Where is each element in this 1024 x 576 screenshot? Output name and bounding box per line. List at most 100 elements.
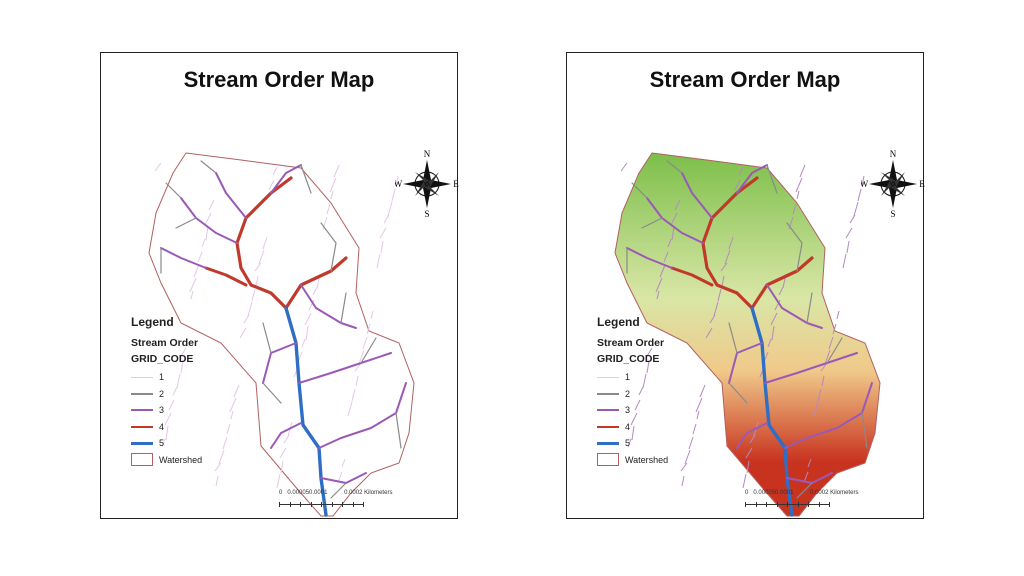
stream-order-1 bbox=[832, 323, 837, 335]
north-arrow-compass-icon: N S E W bbox=[860, 148, 926, 223]
stream-order-1 bbox=[254, 262, 262, 272]
stream-order-1 bbox=[836, 310, 840, 320]
stream-order-2 bbox=[728, 322, 738, 354]
legend-item: 2 bbox=[597, 386, 668, 403]
stream-order-2 bbox=[766, 164, 778, 194]
stream-order-1 bbox=[845, 227, 853, 239]
stream-order-1 bbox=[376, 253, 381, 269]
legend-label: 5 bbox=[159, 438, 165, 449]
stream-order-1 bbox=[164, 412, 172, 426]
compass-w: W bbox=[861, 179, 869, 189]
stream-order-1 bbox=[630, 412, 638, 426]
stream-order-1 bbox=[379, 227, 387, 239]
stream-order-1 bbox=[699, 384, 706, 398]
legend-title: Legend bbox=[131, 315, 174, 329]
watershed-map bbox=[148, 152, 415, 517]
stream-order-1 bbox=[358, 349, 365, 365]
compass-n: N bbox=[890, 149, 897, 159]
legend-label: 2 bbox=[159, 388, 165, 399]
stream-order-1 bbox=[655, 277, 663, 293]
legend-item: 5 bbox=[597, 435, 668, 452]
stream-order-1 bbox=[165, 425, 169, 441]
stream-order-1 bbox=[671, 225, 675, 241]
stream-order-1 bbox=[680, 462, 688, 472]
map-panel-plain: Stream Order Map N S E W Legend Stream O… bbox=[100, 52, 460, 519]
stream-order-1 bbox=[688, 436, 694, 450]
stream-order-1 bbox=[774, 299, 781, 311]
stream-order-1 bbox=[330, 190, 334, 200]
stream-order-2 bbox=[806, 292, 813, 324]
watershed-boundary bbox=[614, 152, 881, 517]
stream-order-1 bbox=[280, 460, 284, 474]
legend-item: 3 bbox=[597, 402, 668, 419]
stream-order-1 bbox=[795, 177, 803, 193]
stream-order-1 bbox=[383, 214, 390, 224]
scale-bar: 0 0.000050.0001 0.0002 Kilometers bbox=[745, 490, 858, 507]
stream-order-3 bbox=[736, 164, 768, 194]
stream-order-1 bbox=[179, 347, 187, 359]
stream-order-3 bbox=[215, 172, 247, 219]
compass-e: E bbox=[919, 179, 925, 189]
scale-bar-line bbox=[279, 498, 364, 507]
legend-item: 4 bbox=[131, 419, 202, 436]
stream-order-1 bbox=[720, 262, 728, 272]
stream-order-3 bbox=[784, 382, 873, 449]
legend-label: 1 bbox=[159, 372, 165, 383]
stream-order-1 bbox=[204, 212, 212, 226]
stream-order-1 bbox=[627, 438, 632, 448]
stream-order-4 bbox=[235, 176, 293, 310]
stream-order-1 bbox=[258, 249, 265, 265]
legend-item: 2 bbox=[131, 386, 202, 403]
stream-order-1 bbox=[713, 301, 719, 317]
stream-order-1 bbox=[205, 225, 209, 241]
stream-order-1 bbox=[770, 312, 778, 326]
stream-order-1 bbox=[849, 214, 856, 224]
legend-item: 1 bbox=[597, 369, 668, 386]
stream-order-1 bbox=[305, 325, 309, 341]
stream-order-3 bbox=[764, 352, 858, 384]
stream-order-3 bbox=[270, 422, 302, 449]
stream-order-4 bbox=[284, 256, 348, 310]
legend-label: Watershed bbox=[159, 454, 203, 465]
stream-order-1 bbox=[226, 423, 231, 435]
stream-order-1 bbox=[799, 164, 806, 178]
scale-bar-line bbox=[745, 498, 830, 507]
legend-label: Watershed bbox=[625, 454, 669, 465]
stream-order-1 bbox=[391, 188, 396, 202]
legend-swatch bbox=[597, 409, 619, 412]
stream-order-1 bbox=[709, 314, 716, 324]
stream-order-1 bbox=[778, 286, 784, 296]
stream-order-3 bbox=[270, 164, 302, 194]
stream-order-1 bbox=[351, 388, 356, 402]
stream-order-1 bbox=[634, 399, 641, 411]
legend-item: 3 bbox=[131, 402, 202, 419]
stream-order-1 bbox=[243, 314, 250, 324]
stream-order-2 bbox=[826, 337, 843, 364]
compass-rose: N S E W bbox=[860, 149, 926, 219]
stream-order-3 bbox=[736, 422, 768, 449]
stream-order-1 bbox=[846, 240, 850, 254]
stream-order-1 bbox=[154, 162, 162, 172]
legend-label: 1 bbox=[625, 372, 631, 383]
stream-order-1 bbox=[395, 175, 399, 187]
compass-rose: N S E W bbox=[394, 149, 460, 219]
scale-bar: 0 0.000050.0001 0.0002 Kilometers bbox=[279, 490, 392, 507]
stream-order-1 bbox=[190, 290, 194, 300]
stream-order-1 bbox=[696, 410, 700, 420]
stream-order-1 bbox=[247, 301, 253, 317]
map-title: Stream Order Map bbox=[649, 67, 841, 92]
watershed-map bbox=[614, 152, 881, 517]
stream-order-1 bbox=[745, 447, 753, 459]
stream-order-1 bbox=[681, 475, 685, 487]
stream-order-2 bbox=[728, 382, 748, 404]
legend-swatch bbox=[131, 425, 153, 428]
stream-order-3 bbox=[681, 172, 713, 219]
stream-order-1 bbox=[667, 238, 672, 248]
stream-order-1 bbox=[796, 190, 800, 200]
stream-order-1 bbox=[659, 264, 666, 278]
stream-order-1 bbox=[283, 434, 290, 444]
stream-order-1 bbox=[695, 397, 703, 413]
stream-order-1 bbox=[214, 462, 222, 472]
legend-layer: Stream Order bbox=[131, 337, 199, 349]
stream-order-1 bbox=[803, 471, 809, 483]
